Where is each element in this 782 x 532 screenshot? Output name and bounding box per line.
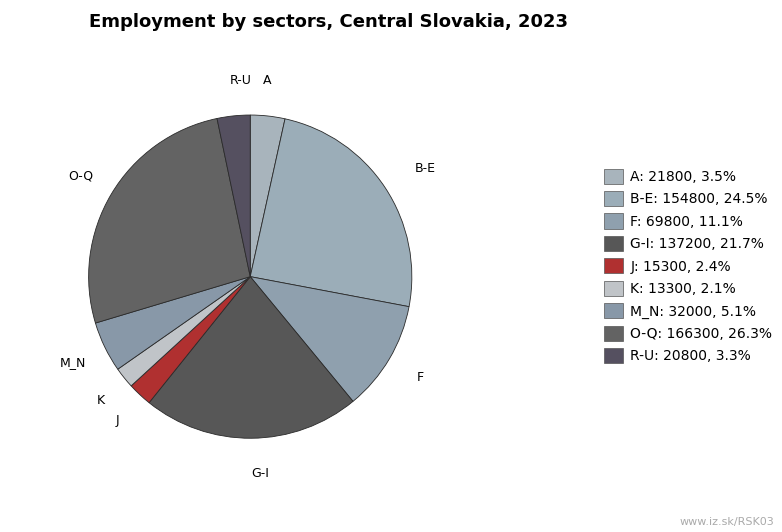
Wedge shape [118, 277, 250, 386]
Text: F: F [416, 370, 424, 384]
Wedge shape [149, 277, 353, 438]
Text: B-E: B-E [414, 162, 436, 174]
Text: A: A [263, 74, 271, 87]
Text: K: K [96, 394, 105, 406]
Text: M_N: M_N [59, 356, 86, 369]
Text: J: J [116, 414, 119, 427]
Text: O-Q: O-Q [68, 169, 93, 182]
Text: G-I: G-I [252, 467, 269, 480]
Wedge shape [131, 277, 250, 403]
Wedge shape [217, 115, 250, 277]
Wedge shape [88, 119, 250, 323]
Text: www.iz.sk/RSK03: www.iz.sk/RSK03 [680, 517, 774, 527]
Text: R-U: R-U [230, 74, 252, 87]
Wedge shape [250, 119, 412, 306]
Wedge shape [95, 277, 250, 369]
Legend: A: 21800, 3.5%, B-E: 154800, 24.5%, F: 69800, 11.1%, G-I: 137200, 21.7%, J: 1530: A: 21800, 3.5%, B-E: 154800, 24.5%, F: 6… [601, 166, 775, 366]
Wedge shape [250, 277, 409, 401]
Text: Employment by sectors, Central Slovakia, 2023: Employment by sectors, Central Slovakia,… [89, 13, 568, 31]
Wedge shape [250, 115, 285, 277]
